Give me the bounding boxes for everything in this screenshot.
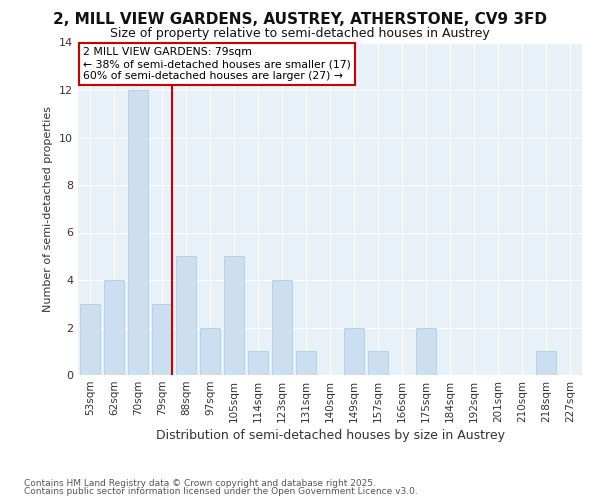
Bar: [248, 351, 268, 375]
Text: 2 MILL VIEW GARDENS: 79sqm
← 38% of semi-detached houses are smaller (17)
60% of: 2 MILL VIEW GARDENS: 79sqm ← 38% of semi…: [83, 48, 351, 80]
Bar: [536, 351, 556, 375]
Bar: [368, 351, 388, 375]
Bar: [152, 304, 172, 375]
Bar: [104, 280, 124, 375]
Bar: [176, 256, 196, 375]
Text: Contains public sector information licensed under the Open Government Licence v3: Contains public sector information licen…: [24, 487, 418, 496]
Bar: [272, 280, 292, 375]
X-axis label: Distribution of semi-detached houses by size in Austrey: Distribution of semi-detached houses by …: [155, 429, 505, 442]
Bar: [128, 90, 148, 375]
Bar: [416, 328, 436, 375]
Y-axis label: Number of semi-detached properties: Number of semi-detached properties: [43, 106, 53, 312]
Bar: [344, 328, 364, 375]
Bar: [296, 351, 316, 375]
Text: 2, MILL VIEW GARDENS, AUSTREY, ATHERSTONE, CV9 3FD: 2, MILL VIEW GARDENS, AUSTREY, ATHERSTON…: [53, 12, 547, 28]
Bar: [224, 256, 244, 375]
Text: Size of property relative to semi-detached houses in Austrey: Size of property relative to semi-detach…: [110, 28, 490, 40]
Bar: [200, 328, 220, 375]
Bar: [80, 304, 100, 375]
Text: Contains HM Land Registry data © Crown copyright and database right 2025.: Contains HM Land Registry data © Crown c…: [24, 478, 376, 488]
